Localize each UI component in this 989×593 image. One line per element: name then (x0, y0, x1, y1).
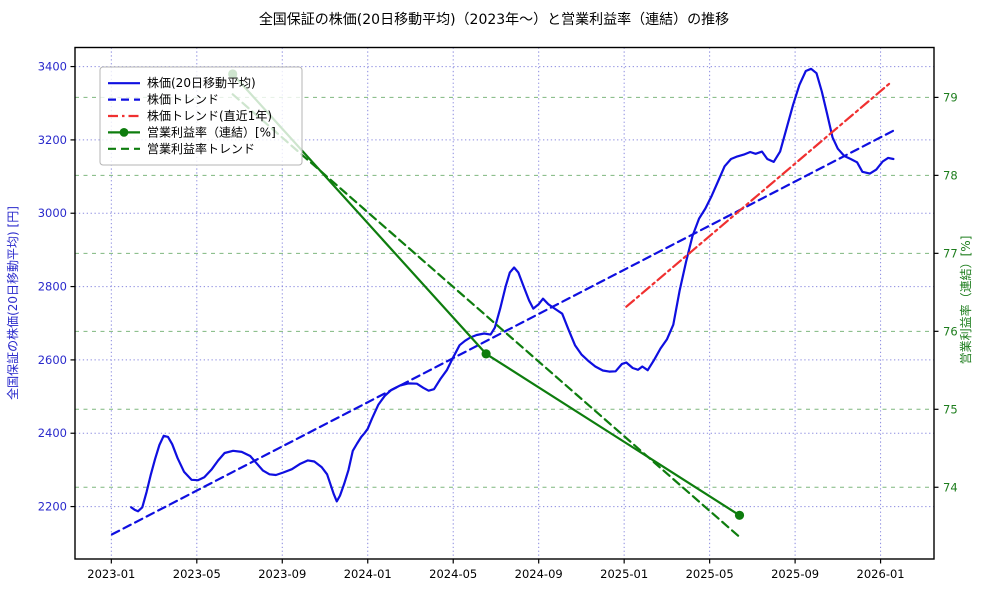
series-price-trend-recent-1y (625, 80, 893, 308)
legend-label-price-ma: 株価(20日移動平均) (147, 75, 256, 90)
legend-box (99, 66, 303, 166)
legend: 株価(20日移動平均) 株価トレンド株価トレンド(直近1年)営業利益率（連結）[%… (99, 66, 303, 166)
right-tick-label: 77 (943, 246, 958, 260)
legend-label-price-trend: 株価トレンド (147, 92, 219, 107)
left-tick-label: 3200 (38, 133, 67, 147)
right-tick-label: 78 (943, 168, 958, 182)
series-price-trend (110, 129, 895, 536)
x-tick-label: 2024-09 (515, 567, 563, 581)
x-tick-label: 2023-09 (258, 567, 306, 581)
x-tick-label: 2023-05 (173, 567, 221, 581)
series-operating-margin-trend (231, 93, 742, 540)
right-axis-label: 営業利益率（連結）[%] (958, 236, 973, 365)
legend-label-operating-margin: 営業利益率（連結）[%] (147, 124, 276, 139)
axis-layer: 2023-01 2023-05 2023-09 2024-01 2024-05 2024-… (38, 60, 958, 581)
x-tick-label: 2024-01 (344, 567, 392, 581)
left-tick-label: 2600 (38, 353, 67, 367)
x-tick-label: 2024-05 (429, 567, 477, 581)
left-tick-label: 2200 (38, 500, 67, 514)
right-tick-label: 74 (943, 480, 958, 494)
x-tick-label: 2026-01 (857, 567, 905, 581)
x-tick-label: 2025-05 (686, 567, 734, 581)
legend-label-operating-margin-trend: 営業利益率トレンド (147, 141, 255, 156)
right-tick-label: 75 (943, 402, 958, 416)
operating-margin-marker (734, 510, 745, 520)
right-tick-label: 76 (943, 324, 958, 338)
series-operating-margin (231, 72, 741, 517)
operating-margin-marker (481, 349, 491, 359)
left-tick-label: 2400 (38, 426, 67, 440)
chart-title: 全国保証の株価(20日移動平均)（2023年〜）と営業利益率（連結）の推移 (259, 11, 729, 28)
legend-marker-operating-margin (119, 127, 129, 137)
left-axis-label: 全国保証の株価(20日移動平均) [円] (5, 206, 20, 400)
left-tick-label: 2800 (38, 280, 67, 294)
x-tick-label: 2025-01 (600, 567, 648, 581)
right-tick-label: 79 (943, 90, 958, 104)
x-tick-label: 2025-09 (771, 567, 819, 581)
left-tick-label: 3000 (38, 206, 67, 220)
left-tick-label: 3400 (38, 60, 67, 74)
legend-label-price-trend-recent-1y: 株価トレンド(直近1年) (147, 108, 272, 123)
plot-border (74, 46, 935, 560)
x-tick-label: 2023-01 (87, 567, 135, 581)
